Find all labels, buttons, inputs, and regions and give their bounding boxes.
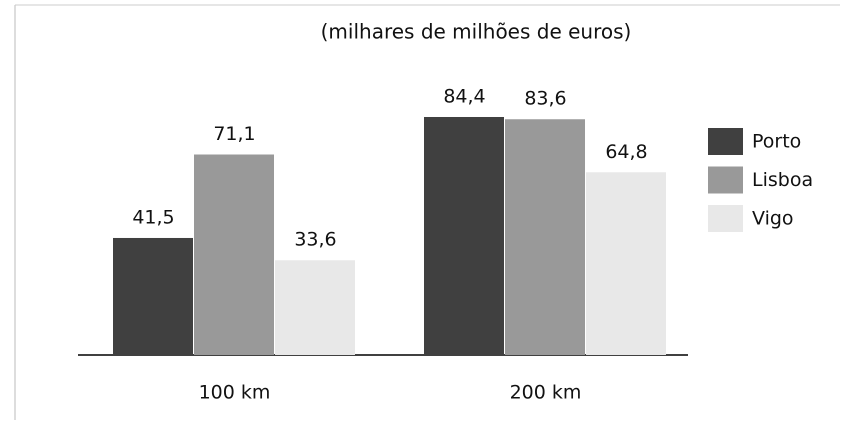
legend-label: Porto bbox=[752, 131, 801, 153]
legend-swatch bbox=[708, 128, 743, 155]
legend-swatch bbox=[708, 205, 743, 232]
legend-label: Lisboa bbox=[752, 169, 813, 191]
x-tick-label: 100 km bbox=[199, 382, 271, 404]
bar bbox=[113, 237, 193, 355]
legend-swatch bbox=[708, 166, 743, 194]
bar bbox=[194, 154, 274, 355]
data-label: 41,5 bbox=[132, 206, 174, 228]
legend-label: Vigo bbox=[752, 208, 794, 230]
x-tick-label: 200 km bbox=[510, 382, 582, 404]
data-label: 71,1 bbox=[213, 123, 255, 145]
bar bbox=[275, 260, 355, 355]
data-label: 64,8 bbox=[605, 141, 647, 163]
bar bbox=[586, 172, 666, 355]
bar bbox=[424, 116, 504, 355]
data-label: 33,6 bbox=[294, 229, 336, 251]
data-label: 84,4 bbox=[443, 85, 485, 107]
bar bbox=[505, 119, 585, 355]
chart-subtitle: (milhares de milhões de euros) bbox=[321, 20, 632, 44]
data-label: 83,6 bbox=[524, 88, 566, 110]
